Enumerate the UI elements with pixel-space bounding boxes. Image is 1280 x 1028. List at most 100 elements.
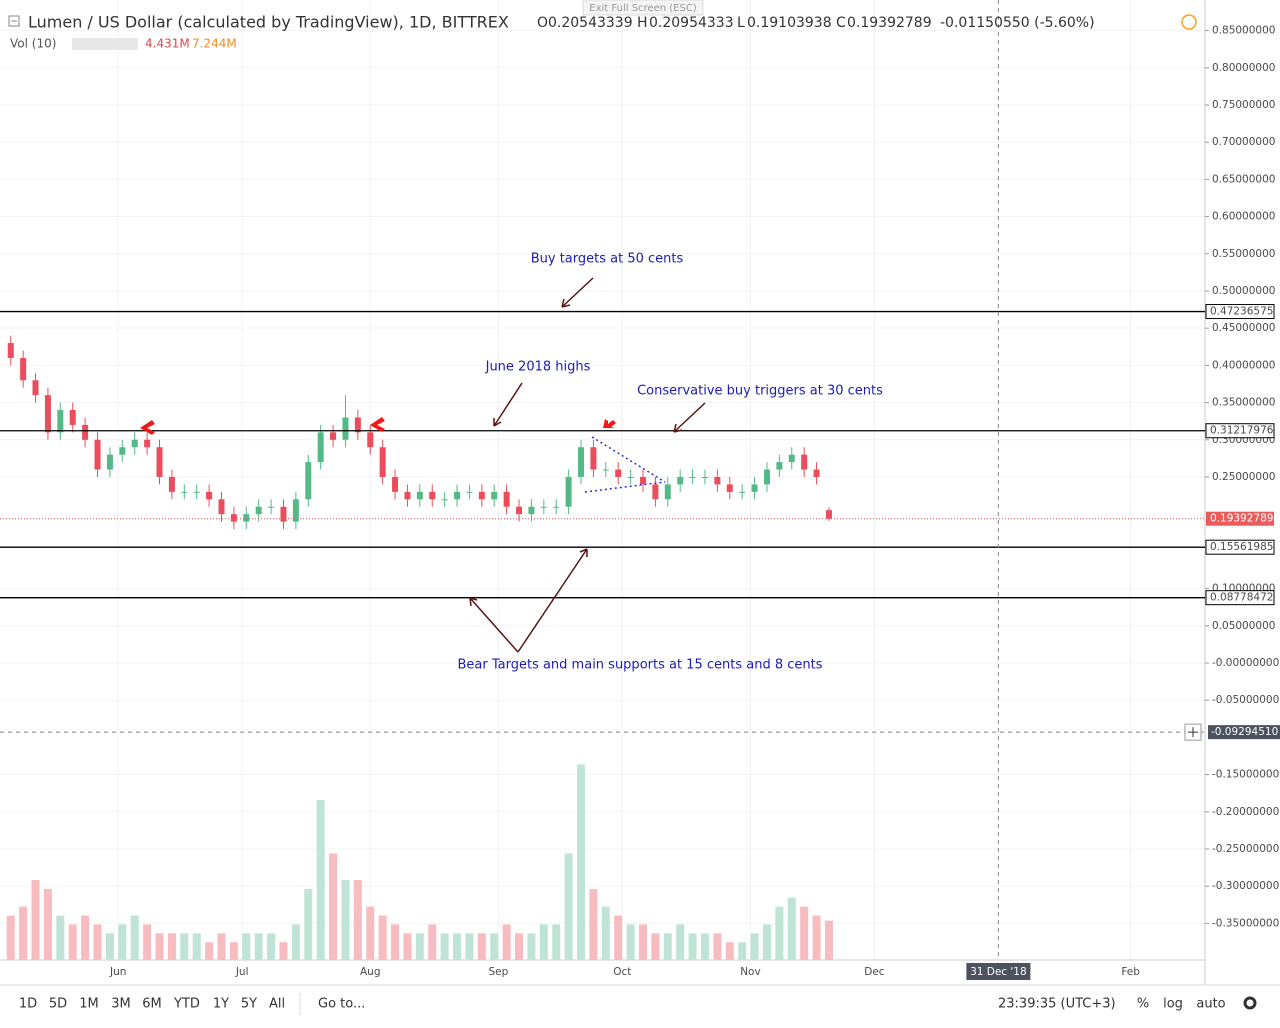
- x-tick-label: Oct: [613, 966, 631, 978]
- exit-label[interactable]: Exit Full Screen (ESC): [589, 3, 697, 14]
- range-buttons: 1D 5D 1M 3M 6M YTD 1Y 5Y All: [19, 997, 285, 1012]
- volume-bar: [713, 933, 722, 960]
- bottom-toolbar: [0, 985, 1280, 1024]
- candle-body: [615, 469, 622, 477]
- volume-bar: [626, 924, 635, 960]
- range-button[interactable]: 3M: [111, 997, 131, 1012]
- open-label: O: [537, 15, 548, 31]
- candle-body: [466, 491, 473, 493]
- volume-bar: [663, 933, 672, 960]
- annotation: Buy targets at 50 cents: [531, 252, 684, 267]
- range-button[interactable]: 5D: [49, 997, 67, 1012]
- volume-bar: [465, 933, 474, 960]
- exit-button[interactable]: [582, 0, 704, 16]
- candle-body: [578, 447, 585, 477]
- change-value: -0.01150550 (-5.60%): [940, 15, 1095, 31]
- auto-toggle[interactable]: auto: [1196, 997, 1225, 1012]
- volume-bar: [775, 906, 784, 960]
- high-value: 0.20954333: [649, 15, 734, 31]
- candle-body: [255, 506, 262, 515]
- volume-bar: [143, 924, 152, 960]
- volume-bar: [676, 924, 685, 960]
- arrow: [493, 382, 523, 427]
- volume-bar: [552, 924, 561, 960]
- volume-bar: [738, 942, 747, 960]
- y-tick-label: 0.75000000: [1212, 99, 1275, 111]
- range-button[interactable]: 1Y: [213, 997, 229, 1012]
- volume-bar: [93, 924, 102, 960]
- candle-body: [441, 499, 448, 501]
- candle-body: [20, 357, 27, 381]
- candle-body: [317, 432, 324, 463]
- candle-body: [305, 462, 312, 500]
- study-buttons[interactable]: [72, 38, 138, 50]
- volume-bar: [6, 915, 15, 960]
- last-price-label: 0.19392789: [1210, 513, 1273, 525]
- x-tick-label: Feb: [1121, 966, 1140, 978]
- candle-body: [602, 469, 609, 471]
- open-value: 0.20543339: [548, 15, 633, 31]
- y-tick-label: 0.55000000: [1212, 248, 1275, 260]
- volume-bar: [81, 915, 90, 960]
- volume-bar: [304, 888, 313, 960]
- last-price-box: [1206, 511, 1274, 526]
- volume-bar: [428, 924, 437, 960]
- range-button[interactable]: 6M: [142, 997, 162, 1012]
- candle-body: [168, 476, 175, 492]
- candle-body: [57, 410, 64, 433]
- level-label: 0.15561985: [1210, 541, 1273, 553]
- volume-bar: [700, 933, 709, 960]
- volume-bar: [56, 915, 65, 960]
- candle-body: [230, 514, 237, 522]
- range-button[interactable]: 5Y: [241, 997, 257, 1012]
- volume-bar: [440, 933, 449, 960]
- y-tick-label: -0.30000000: [1212, 880, 1279, 892]
- candle-body: [503, 491, 510, 507]
- crosshair-plus[interactable]: [1188, 727, 1198, 738]
- volume-bar: [366, 906, 375, 960]
- candle-body: [119, 447, 126, 455]
- arrow: [561, 277, 594, 308]
- volume-bar: [812, 915, 821, 960]
- drawings: [469, 277, 706, 653]
- candle-body: [144, 439, 151, 448]
- volume-bar: [267, 933, 276, 960]
- y-tick-label: -0.05000000: [1212, 694, 1279, 706]
- trendline: [584, 481, 666, 493]
- y-tick-label: 0.35000000: [1212, 397, 1275, 409]
- range-button[interactable]: All: [269, 997, 285, 1012]
- y-tick-label: 0.65000000: [1212, 173, 1275, 185]
- markers: [140, 417, 616, 435]
- alert-icon[interactable]: [1181, 14, 1197, 30]
- candle-body: [763, 469, 770, 485]
- close-value: 0.19392789: [847, 15, 932, 31]
- goto-button[interactable]: Go to...: [318, 997, 365, 1012]
- x-tick-label: Jul: [235, 966, 249, 978]
- volume-bar: [19, 906, 28, 960]
- volume-bar: [601, 906, 610, 960]
- range-button[interactable]: 1M: [79, 997, 99, 1012]
- volume-bar: [43, 888, 52, 960]
- y-tick-label: 0.85000000: [1212, 25, 1275, 37]
- y-tick-label: -0.00000000: [1212, 657, 1279, 669]
- volume-bar: [527, 933, 536, 960]
- range-button[interactable]: YTD: [173, 997, 200, 1012]
- clock: 23:39:35 (UTC+3): [998, 997, 1116, 1012]
- percent-toggle[interactable]: %: [1137, 997, 1149, 1012]
- candles: [7, 335, 832, 530]
- candle-body: [342, 417, 349, 440]
- y-tick-label: 0.25000000: [1212, 471, 1275, 483]
- volume-bar: [824, 920, 833, 960]
- log-toggle[interactable]: log: [1163, 997, 1183, 1012]
- candle-body: [416, 491, 423, 500]
- volume-bar: [651, 933, 660, 960]
- volume-bar: [155, 933, 164, 960]
- y-tick-label: -0.15000000: [1212, 769, 1279, 781]
- settings-icon[interactable]: [1243, 996, 1257, 1010]
- candle-body: [404, 491, 411, 500]
- range-button[interactable]: 1D: [19, 997, 37, 1012]
- x-tick-label: Jun: [109, 966, 126, 978]
- volume-bar: [167, 933, 176, 960]
